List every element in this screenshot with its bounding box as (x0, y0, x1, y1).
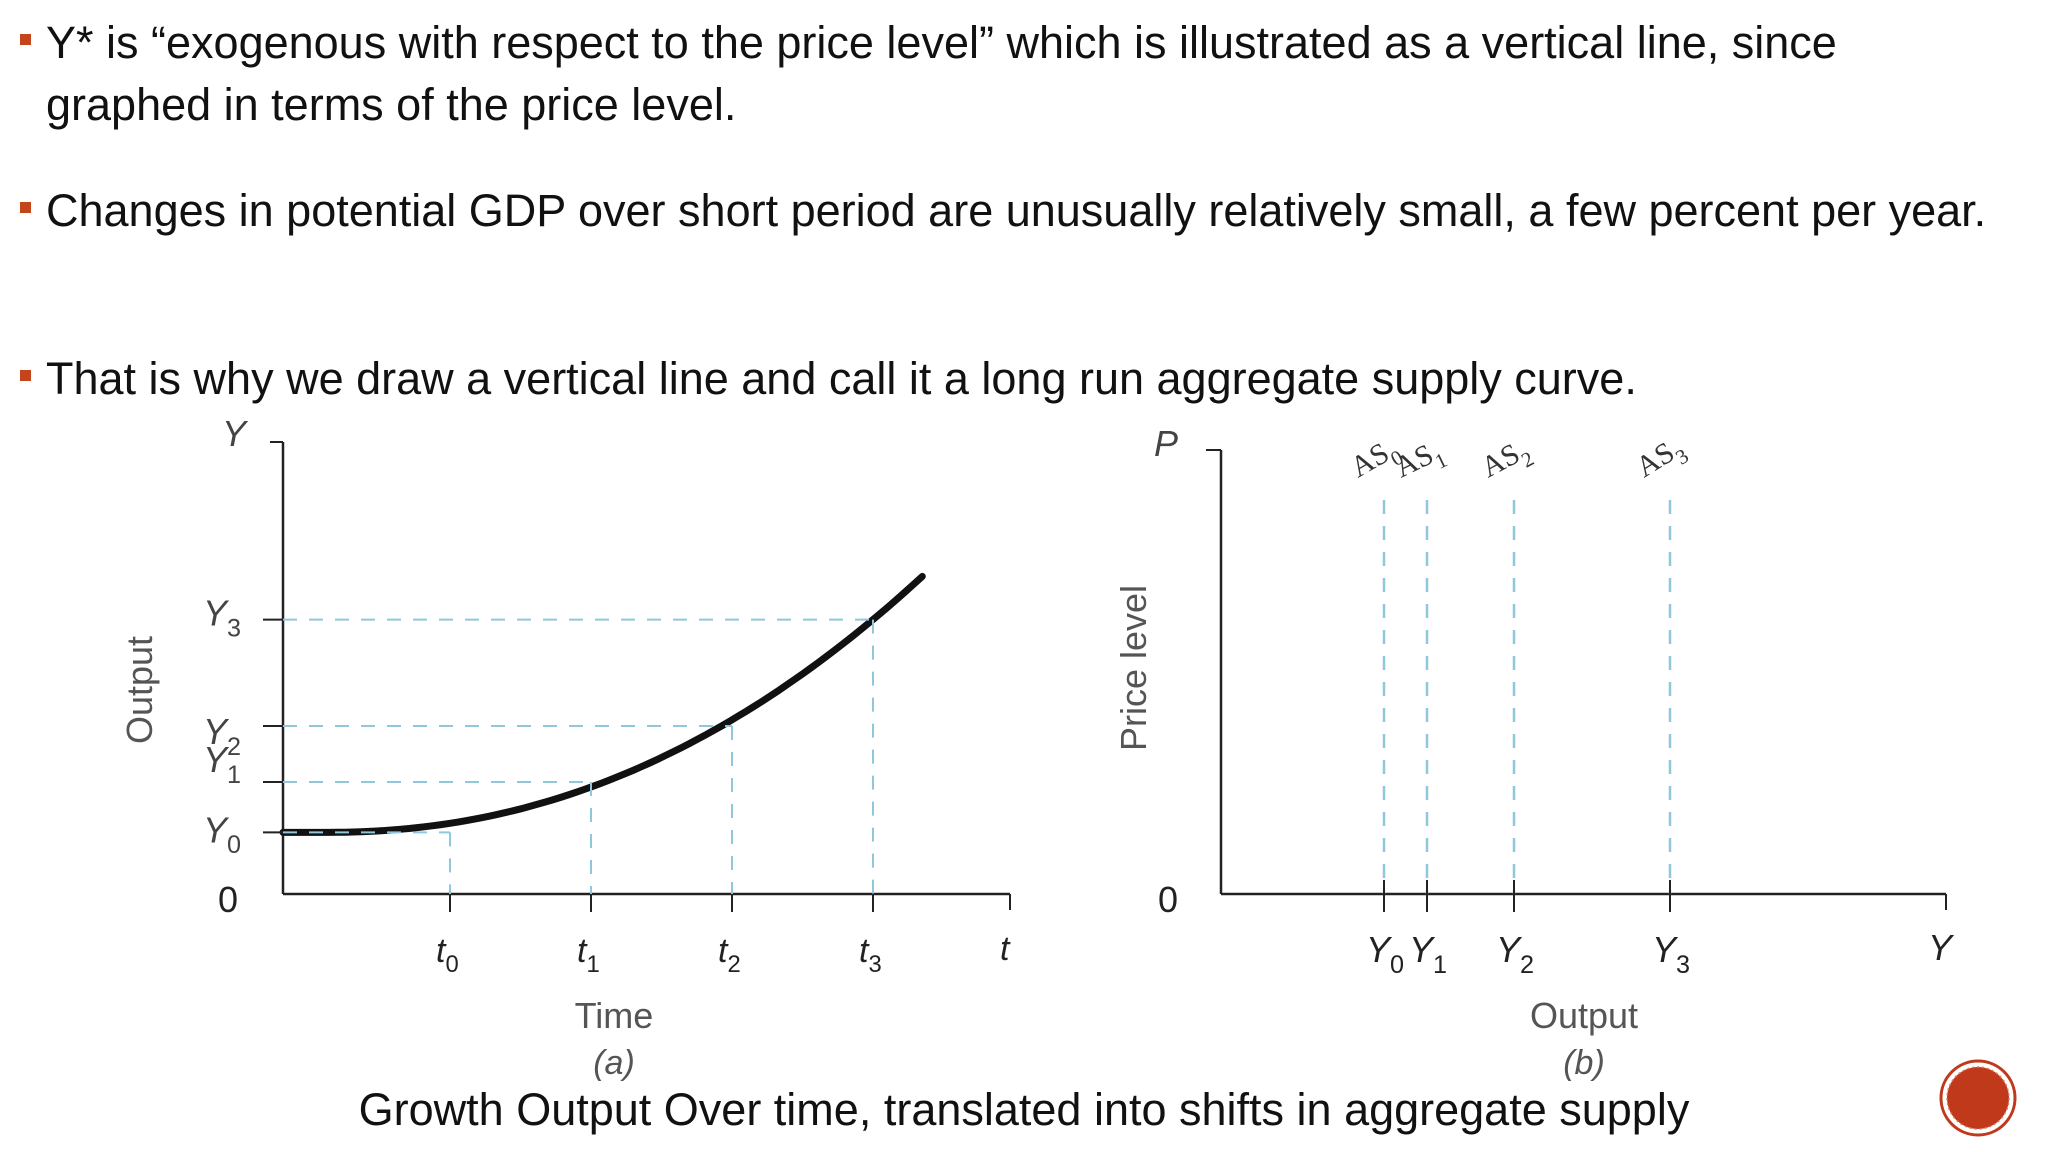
bullet-2: Changes in potential GDP over short peri… (20, 180, 2010, 242)
x-axis-letter: Y (1928, 927, 1955, 968)
y-axis-letter: P (1154, 423, 1178, 464)
bullet-marker (20, 34, 31, 45)
bullet-2-text: Changes in potential GDP over short peri… (46, 185, 1987, 236)
bullet-marker (20, 202, 31, 213)
presentation-logo-icon (1939, 1059, 2017, 1137)
bullet-3: That is why we draw a vertical line and … (20, 348, 2010, 410)
y-tick-label: Y0 (203, 809, 241, 859)
bullet-marker (20, 370, 31, 381)
origin-label: 0 (1158, 879, 1178, 920)
y-axis-letter: Y (222, 413, 249, 454)
x-tick-label: t0 (436, 932, 459, 978)
panel-label: (a) (593, 1044, 635, 1082)
bullet-1-text: Y* is “exogenous with respect to the pri… (46, 17, 1837, 130)
x-tick-label: t3 (859, 932, 882, 978)
as-label: AS1 (1390, 433, 1451, 490)
x-axis-title: Time (575, 995, 654, 1036)
origin-label: 0 (218, 879, 238, 920)
bullet-3-text: That is why we draw a vertical line and … (46, 353, 1637, 404)
x-axis-letter: t (1000, 930, 1011, 968)
bullet-1: Y* is “exogenous with respect to the pri… (20, 12, 2010, 136)
y-tick-label: Y2 (203, 711, 241, 761)
x-tick-label: Y0 (1366, 929, 1404, 979)
x-tick-label: Y1 (1409, 929, 1447, 979)
panel-label: (b) (1563, 1044, 1605, 1082)
figure-caption: Growth Output Over time, translated into… (358, 1084, 1690, 1135)
y-tick-label: Y1 (203, 739, 241, 789)
as-label: AS3 (1630, 430, 1693, 490)
y-axis-title: Output (119, 636, 160, 744)
x-tick-label: Y2 (1496, 929, 1534, 979)
x-axis-title: Output (1530, 995, 1638, 1036)
x-tick-label: t1 (577, 932, 600, 978)
y-axis-title: Price level (1113, 585, 1154, 751)
x-tick-label: t2 (718, 932, 741, 978)
as-label: AS2 (1476, 432, 1538, 490)
output-growth-curve (279, 572, 926, 836)
y-tick-label: Y3 (203, 593, 241, 643)
x-tick-label: Y3 (1652, 929, 1690, 979)
